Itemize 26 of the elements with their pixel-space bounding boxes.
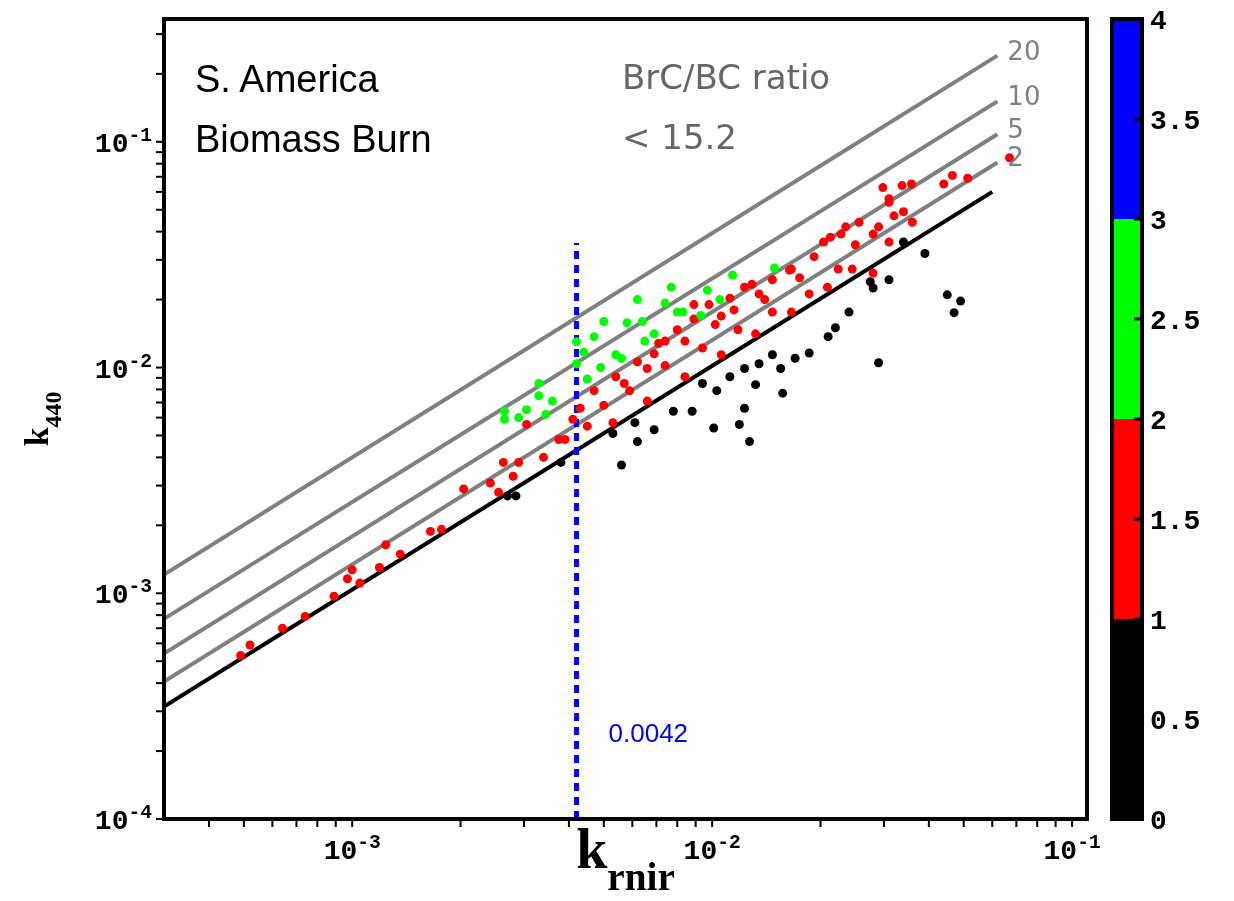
annotation: BrC/BC ratio — [622, 57, 831, 98]
series-label: 5 — [1007, 114, 1024, 145]
x-tick-label: 10$^{-1}$ — [1043, 832, 1101, 867]
y-tick-label: 10$^{-4}$ — [94, 802, 153, 837]
series-label: 20 — [1007, 35, 1041, 66]
annotation: Biomass Burn — [195, 118, 432, 161]
x-axis-title: k$_{rnir}$ — [576, 818, 675, 898]
series-label: 2 — [1007, 142, 1024, 173]
annotation: 0.0042 — [608, 717, 689, 748]
x-tick-label: 10$^{-2}$ — [683, 832, 741, 867]
x-tick-label: 10$^{-3}$ — [323, 832, 381, 867]
color-bar-label: 4 — [1150, 6, 1167, 37]
annotation: < 15.2 — [622, 117, 737, 158]
annotation: S. America — [195, 58, 380, 101]
color-bar-label: 0 — [1150, 806, 1167, 837]
y-tick-label: 10$^{-3}$ — [94, 576, 152, 612]
color-bar-label: 1.5 — [1150, 506, 1201, 537]
color-bar-label: 1 — [1150, 606, 1167, 637]
y-tick-label: 10$^{-2}$ — [94, 350, 152, 386]
color-bar-label: 3 — [1150, 206, 1167, 237]
color-bar-label: 2 — [1150, 406, 1167, 437]
y-tick-label: 10$^{-1}$ — [94, 124, 152, 160]
series-label: 10 — [1007, 81, 1041, 112]
color-bar-label: 0.5 — [1150, 706, 1201, 737]
color-bar-label: 2.5 — [1150, 306, 1201, 337]
color-bar-label: 3.5 — [1150, 106, 1201, 137]
